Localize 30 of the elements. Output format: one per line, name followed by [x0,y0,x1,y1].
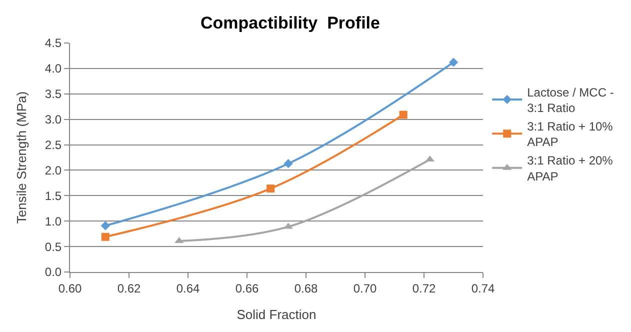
point [101,232,110,241]
y-tick-label: 3.0 [44,112,62,127]
y-tick-label: 1.5 [44,188,62,203]
x-tick-label: 0.66 [235,281,259,296]
x-tick-label: 0.60 [58,281,82,296]
x-tick-label: 0.74 [471,281,495,296]
chart-title: Compactibility Profile [200,14,380,32]
x-tick-label: 0.68 [294,281,318,296]
y-axis-title: Tensile Strength (MPa) [14,91,29,224]
y-tick-label: 2.5 [44,138,62,152]
point [266,184,275,193]
point [284,159,293,168]
y-tick-label: 3.5 [44,87,62,102]
x-axis-title: Solid Fraction [236,307,316,322]
point [448,58,458,67]
x-tick-label: 0.62 [117,281,141,296]
x-tick-label: 0.64 [176,281,200,296]
x-tick-label: 0.70 [353,281,377,296]
y-tick-label: 0.5 [44,240,62,254]
legend-label: Lactose / MCC - 3:1 Ratio [527,85,614,115]
point [399,110,408,119]
x-tick-label: 0.72 [412,281,436,296]
y-tick-label: 4.0 [44,62,62,76]
point [100,221,110,230]
y-tick-label: 1.0 [44,214,62,228]
y-tick-label: 0.0 [44,265,62,280]
y-tick-label: 4.5 [44,36,62,50]
legend-label: 3:1 Ratio + 20% APAP [527,154,614,184]
legend-label: 3:1 Ratio + 10% APAP [527,120,614,150]
y-tick-label: 2.0 [44,163,62,178]
